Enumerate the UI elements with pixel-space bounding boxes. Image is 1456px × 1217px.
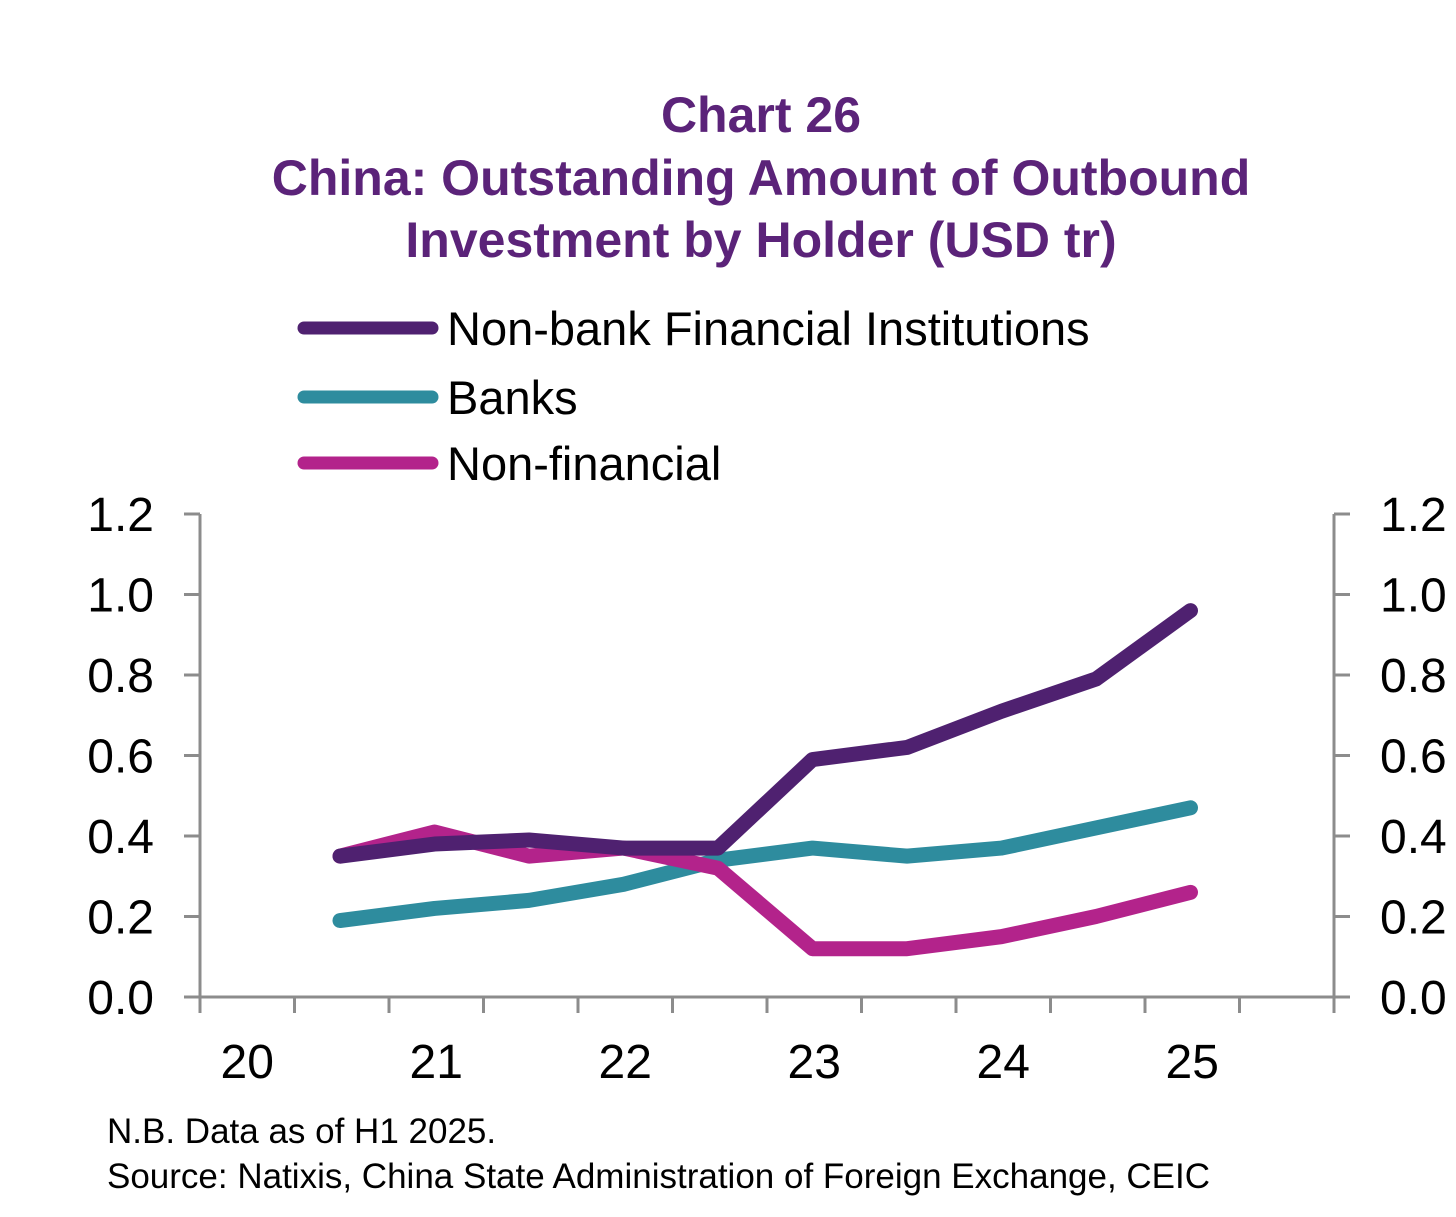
y-tick-label-right: 0.6: [1380, 731, 1447, 784]
chart-title: Chart 26 China: Outstanding Amount of Out…: [272, 87, 1251, 268]
y-tick-label-left: 0.6: [87, 731, 154, 784]
y-tick-label-left: 0.0: [87, 972, 154, 1025]
series-line: [332, 800, 1198, 929]
legend-label: Non-bank Financial Institutions: [447, 302, 1090, 355]
y-tick-label-left: 0.8: [87, 650, 154, 703]
x-tick-label: 23: [788, 1036, 841, 1089]
legend-item: Banks: [297, 371, 578, 424]
x-tick-label: 24: [977, 1036, 1030, 1089]
y-tick-label-right: 1.2: [1380, 489, 1447, 542]
x-tick-label: 22: [599, 1036, 652, 1089]
chart-title-line: Chart 26: [661, 87, 861, 143]
legend-item: Non-bank Financial Institutions: [297, 302, 1090, 355]
x-tick-label: 25: [1166, 1036, 1219, 1089]
legend-label: Non-financial: [447, 437, 721, 490]
legend-item: Non-financial: [297, 437, 721, 490]
axes: 0.0 0.0 0.2 0.2 0.4 0.4 0.6 0.6 0.8 0.8 1.0 1.0 1.2 1…: [87, 489, 1446, 1089]
y-tick-label-left: 0.4: [87, 811, 154, 864]
y-tick-label-right: 0.0: [1380, 972, 1447, 1025]
data-note: N.B. Data as of H1 2025.: [107, 1112, 497, 1151]
legend-label: Banks: [447, 371, 578, 424]
series-line: [332, 603, 1198, 864]
y-tick-label-right: 0.4: [1380, 811, 1447, 864]
y-tick-label-left: 1.0: [87, 570, 154, 623]
y-tick-label-right: 0.8: [1380, 650, 1447, 703]
chart-title-line: China: Outstanding Amount of Outbound: [272, 150, 1251, 206]
source-note: Source: Natixis, China State Administrat…: [107, 1157, 1211, 1196]
x-tick-label: 20: [221, 1036, 274, 1089]
y-tick-label-left: 0.2: [87, 892, 154, 945]
y-tick-label-right: 1.0: [1380, 570, 1447, 623]
chart-title-line: Investment by Holder (USD tr): [405, 212, 1116, 268]
y-tick-label-right: 0.2: [1380, 892, 1447, 945]
y-tick-label-left: 1.2: [87, 489, 154, 542]
legend: Non-bank Financial Institutions Banks Non-…: [297, 302, 1090, 490]
x-tick-label: 21: [410, 1036, 463, 1089]
series-lines: [332, 603, 1198, 957]
